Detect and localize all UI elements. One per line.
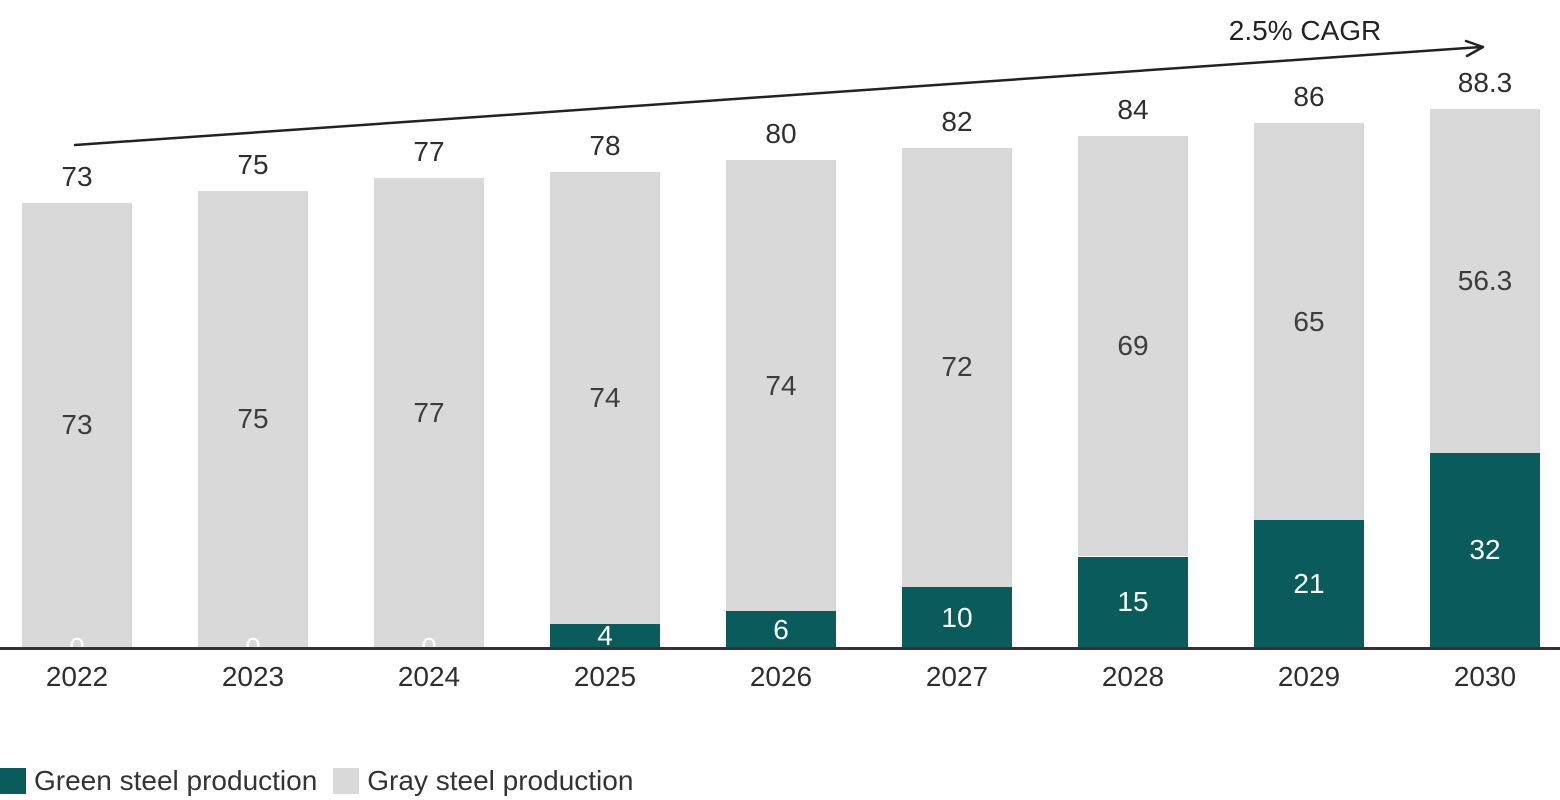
x-axis-line [0,647,1560,650]
bar-segment-gray [374,178,484,648]
bar-total-label: 78 [589,130,621,162]
bar-total-label: 88.3 [1457,67,1513,99]
bar-gray-value-label: 72 [941,351,973,383]
bar-green-value-label: 6 [773,613,789,645]
bar-gray-value-label: 75 [237,403,269,435]
legend-swatch-gray-steel [333,768,360,794]
bar-segment-gray [198,190,308,648]
cagr-arrow-line [73,45,1483,147]
bar-total-label: 84 [1117,93,1149,125]
bar-gray-value-label: 74 [765,369,797,401]
x-axis-tick-label: 2029 [1277,661,1341,692]
bar-segment-green [550,623,660,648]
bar-green-value-label: 32 [1469,534,1501,566]
x-axis-tick-label: 2030 [1453,661,1517,692]
x-axis-tick-label: 2025 [573,661,637,692]
bar-total-label: 82 [941,105,973,137]
legend: Green steel production Gray steel produc… [0,766,633,796]
cagr-annotation-label: 2.5% CAGR [1228,15,1382,46]
bar-segment-gray [550,172,660,624]
bar-gray-value-label: 65 [1293,305,1325,337]
bar-segment-gray [1078,135,1188,557]
legend-label-green-steel: Green steel production [34,765,318,796]
bar-gray-value-label: 74 [589,381,621,413]
bar-gray-value-label: 56.3 [1457,265,1513,297]
bar-segment-green [1078,556,1188,648]
x-axis-tick-label: 2022 [45,661,109,692]
bar-total-label: 73 [61,160,93,192]
bar-segment-green [902,587,1012,648]
x-axis-tick-label: 2024 [397,661,461,692]
bar-total-label: 77 [413,136,445,168]
bar-segment-gray [902,147,1012,587]
legend-label-gray-steel: Gray steel production [367,765,634,796]
x-axis-tick-label: 2026 [749,661,813,692]
bar-total-label: 75 [237,148,269,180]
bar-segment-gray [1430,109,1540,453]
bar-segment-green [1430,452,1540,648]
bar-segment-gray [726,160,836,612]
bar-green-value-label: 10 [941,601,973,633]
bar-total-label: 86 [1293,81,1325,113]
cagr-arrow-head [1464,39,1485,58]
x-axis-tick-label: 2027 [925,661,989,692]
bar-green-value-label: 15 [1117,586,1149,618]
bar-total-label: 80 [765,118,797,149]
bar-gray-value-label: 77 [413,397,445,429]
bar-gray-value-label: 69 [1117,330,1149,362]
bar-segment-gray [1254,123,1364,520]
bar-green-value-label: 4 [597,619,613,651]
x-axis-tick-label: 2028 [1101,661,1165,692]
bar-segment-green [1254,519,1364,648]
legend-item-green-steel: Green steel production [0,766,317,796]
bar-gray-value-label: 73 [61,409,93,441]
legend-item-gray-steel: Gray steel production [333,766,633,796]
bar-segment-gray [22,202,132,648]
x-axis-tick-label: 2023 [221,661,285,692]
bar-green-value-label: 21 [1293,567,1325,599]
bar-segment-green [726,611,836,648]
legend-swatch-green-steel [0,768,26,794]
